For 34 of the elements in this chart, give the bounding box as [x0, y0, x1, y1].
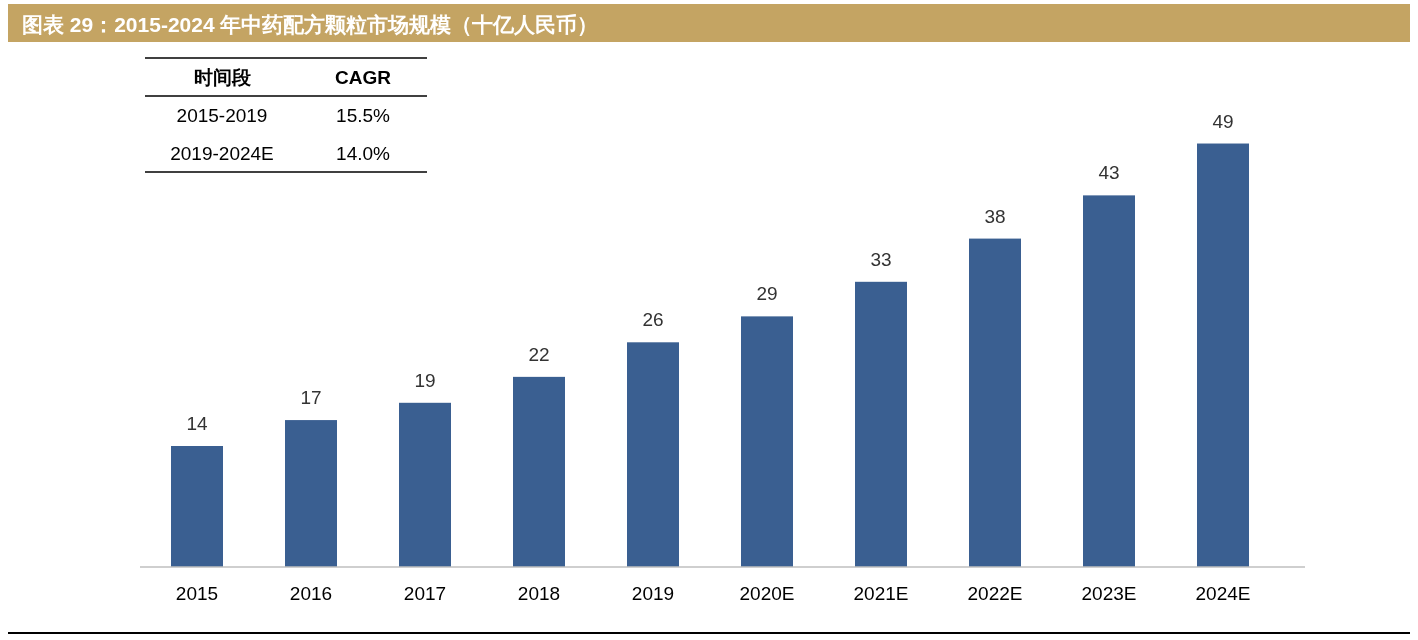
- x-tick-label: 2021E: [853, 583, 909, 604]
- data-label: 49: [1212, 110, 1234, 132]
- annotation: 2019-2024E: [170, 143, 274, 164]
- bar: [855, 281, 907, 567]
- x-tick-label: 2015: [175, 583, 219, 604]
- bar: [399, 402, 451, 567]
- x-tick-label: 2023E: [1081, 583, 1137, 604]
- data-label: 22: [528, 343, 550, 365]
- x-tick-label: 2024E: [1195, 583, 1251, 604]
- table: 时间段 CAGR 2015-2019 15.5% 2019-2024E 14.0%: [144, 57, 428, 173]
- data-label: 19: [414, 369, 436, 391]
- data-label: 26: [642, 309, 664, 331]
- x-tick-label: 2018: [517, 583, 561, 604]
- bar: [1197, 143, 1249, 567]
- data-label: 43: [1098, 162, 1120, 184]
- data-label: 38: [984, 205, 1006, 227]
- bar: [285, 420, 337, 567]
- data-label: 33: [870, 248, 892, 270]
- x-tick-label: 2020E: [739, 583, 795, 604]
- x-tick-label: 2022E: [967, 583, 1023, 604]
- annotation: 14.0%: [336, 143, 391, 164]
- x-tick-label: 2019: [631, 583, 675, 604]
- bar: [741, 316, 793, 567]
- bar: [627, 342, 679, 567]
- x-tick-label: 2017: [403, 583, 447, 604]
- bar: [969, 238, 1021, 567]
- data-label: 17: [300, 387, 322, 409]
- data-label: 29: [756, 283, 778, 305]
- bar: [1083, 195, 1135, 567]
- bar: [171, 446, 223, 567]
- bar: [513, 376, 565, 567]
- x-tick-label: 2016: [289, 583, 333, 604]
- chart-title: 图表 29：2015-2024 年中药配方颗粒市场规模（十亿人民币）: [22, 13, 599, 36]
- data-label: 14: [186, 413, 208, 435]
